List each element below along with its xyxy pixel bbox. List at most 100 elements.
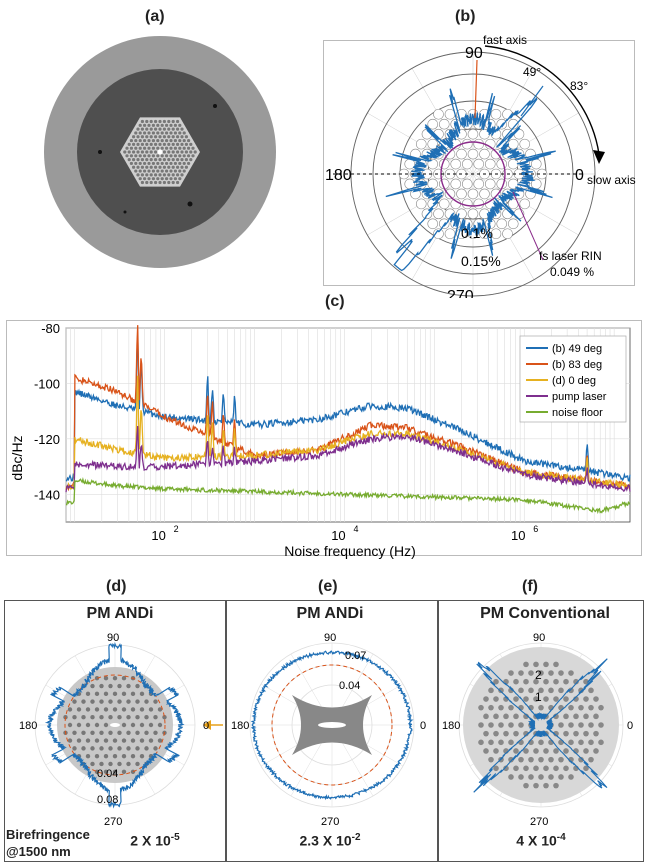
fiber-hole — [85, 691, 91, 697]
fiber-hole — [144, 699, 149, 704]
fiber-hole — [573, 713, 579, 720]
fiber-hole — [167, 135, 171, 139]
fiber-hole — [173, 146, 177, 150]
fiber-hole — [165, 169, 169, 173]
fiber-hole — [508, 739, 514, 746]
fiber-hole — [496, 218, 508, 230]
fiber-hole — [81, 730, 86, 735]
fiber-hole — [85, 707, 91, 712]
fiber-hole — [112, 707, 118, 712]
series-line — [65, 425, 631, 493]
panel-c-frame — [6, 320, 642, 556]
fiber-hole — [593, 696, 599, 702]
fiber-hole — [180, 158, 184, 162]
fiber-hole — [483, 696, 489, 702]
fiber-hole — [147, 138, 151, 143]
y-tick-label: -140 — [34, 487, 60, 502]
b-angle1-label: 49° — [523, 65, 541, 79]
fiber-hole — [167, 142, 171, 146]
fiber-hole — [136, 127, 140, 131]
fiber-hole — [490, 148, 502, 160]
fiber-hole — [136, 158, 140, 162]
fiber-hole — [151, 138, 155, 143]
fiber-hole — [158, 119, 162, 124]
fiber-hole — [165, 146, 169, 150]
fiber-hole — [140, 158, 144, 162]
b-angle-90: 90 — [465, 45, 483, 62]
fiber-hole — [151, 123, 155, 127]
fiber-hole — [143, 161, 147, 166]
fiber-hole — [145, 150, 149, 154]
fiber-hole — [493, 713, 499, 720]
fiber-hole — [507, 218, 519, 230]
fiber-hole — [139, 738, 145, 743]
c-xlabel: Noise frequency (Hz) — [284, 543, 416, 559]
fiber-hole — [503, 713, 509, 720]
legend-label: pump laser — [552, 391, 607, 403]
f-angle-0: 0 — [627, 720, 633, 732]
fiber-hole — [180, 127, 184, 131]
fiber-hole — [433, 108, 444, 120]
fiber-hole — [108, 699, 113, 704]
fiber-hole — [143, 146, 147, 150]
e-angle-90: 90 — [324, 632, 336, 644]
panel-label-f: (f) — [522, 578, 538, 595]
fiber-hole — [72, 699, 77, 704]
fiber-hole — [498, 722, 504, 728]
fiber-hole — [593, 730, 599, 737]
fiber-hole — [528, 774, 534, 780]
fiber-hole — [160, 154, 164, 158]
fiber-hole — [553, 748, 559, 754]
fiber-hole — [147, 177, 151, 181]
fiber-hole — [563, 765, 569, 772]
fiber-hole — [467, 128, 479, 140]
fiber-hole — [145, 173, 149, 177]
legend-label: (b) 83 deg — [552, 359, 602, 371]
fiber-hole — [103, 676, 109, 681]
fiber-hole — [143, 169, 147, 173]
fiber-hole — [139, 707, 145, 712]
fiber-hole — [157, 707, 163, 712]
fiber-hole — [548, 774, 554, 780]
b-slow-axis-label: slow axis — [587, 173, 636, 187]
fiber-hole — [94, 722, 100, 728]
fiber-hole — [130, 707, 136, 712]
fiber-hole — [563, 748, 569, 754]
f-ring1-label: 2 — [535, 668, 542, 682]
fiber-hole — [103, 707, 109, 712]
fiber-hole — [588, 739, 594, 746]
fiber-hole — [108, 730, 113, 735]
fiber-hole — [513, 713, 519, 720]
fiber-hole — [191, 146, 195, 150]
fiber-core — [110, 723, 120, 727]
fiber-hole — [143, 177, 147, 181]
fiber-hole — [149, 165, 153, 169]
panel-label-e: (e) — [318, 578, 338, 595]
fiber-hole — [126, 715, 131, 720]
fiber-hole — [583, 696, 589, 702]
birefringence-f: 4 X 10-4 — [486, 832, 596, 849]
fiber-hole — [578, 704, 584, 711]
fiber-hole — [147, 169, 151, 173]
fiber-hole — [478, 739, 484, 746]
y-tick-label: -120 — [34, 432, 60, 447]
fiber-hole — [139, 691, 145, 697]
fiber-hole — [427, 218, 439, 230]
fiber-hole — [121, 753, 127, 759]
fiber-hole — [588, 756, 594, 763]
fiber-hole — [450, 178, 462, 190]
fiber-hole — [162, 173, 166, 177]
fiber-hole — [136, 142, 140, 146]
fiber-hole — [134, 169, 138, 173]
fiber-hole — [456, 188, 467, 200]
polar-plot-d: 90 180 270 0 0.04 0.08 — [19, 632, 223, 825]
fiber-hole — [507, 138, 519, 150]
fiber-core — [318, 722, 346, 728]
fiber-hole — [176, 165, 180, 169]
fiber-hole — [76, 707, 82, 712]
fiber-hole — [154, 142, 158, 146]
fiber-hole — [94, 707, 100, 712]
fiber-hole — [127, 142, 131, 146]
fiber-hole — [108, 715, 113, 720]
fiber-hole — [483, 748, 489, 754]
